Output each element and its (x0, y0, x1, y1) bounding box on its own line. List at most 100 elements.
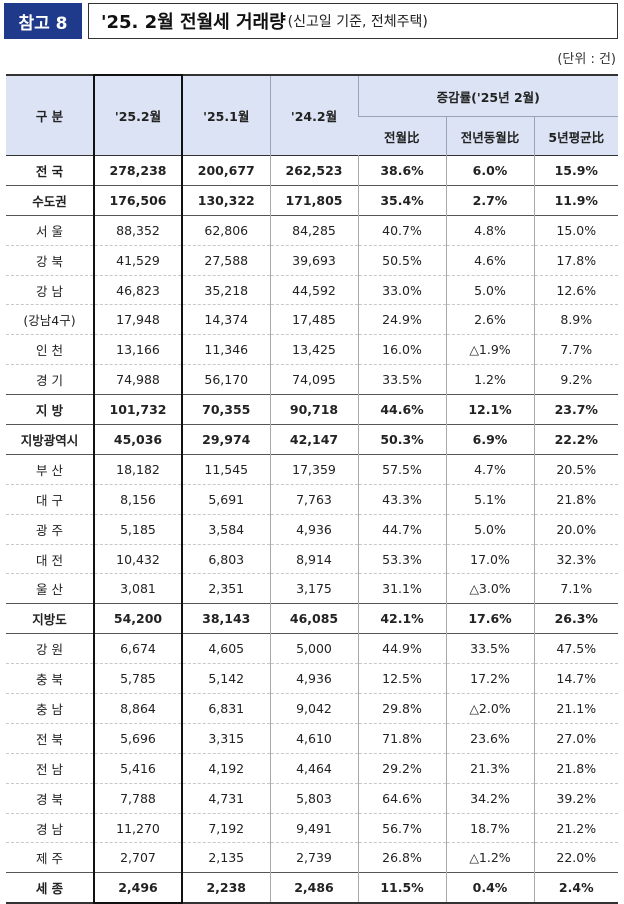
rate-5yr-avg: 27.0% (533, 722, 619, 754)
rate-yoy: 4.7% (445, 453, 534, 485)
rate-yoy: 5.1% (445, 483, 534, 515)
table-row: 전 국 278,238 200,677 262,523 38.6% 6.0% 15.9% (6, 155, 619, 186)
value-2024-feb: 5,803 (269, 782, 358, 814)
table-row: 충 남 8,864 6,831 9,042 29.8% △2.0% 21.1% (6, 693, 619, 724)
value-2025-feb: 10,432 (93, 543, 183, 574)
value-2025-feb: 2,707 (93, 842, 183, 873)
table-row: 광 주 5,185 3,584 4,936 44.7% 5.0% 20.0% (6, 513, 619, 545)
value-2024-feb: 7,763 (269, 483, 358, 515)
value-2025-jan: 14,374 (181, 304, 270, 335)
rate-5yr-avg: 17.8% (533, 244, 619, 276)
table-row: 세 종 2,496 2,238 2,486 11.5% 0.4% 2.4% (6, 872, 619, 904)
table-row: 대 구 8,156 5,691 7,763 43.3% 5.1% 21.8% (6, 483, 619, 515)
value-2025-feb: 8,156 (93, 483, 183, 515)
value-2025-feb: 6,674 (93, 633, 183, 664)
value-2024-feb: 84,285 (269, 214, 358, 246)
title-row: 참고 8 '25. 2월 전월세 거래량 (신고일 기준, 전체주택) (4, 3, 618, 39)
value-2025-jan: 130,322 (181, 184, 270, 216)
value-2024-feb: 4,610 (269, 722, 358, 754)
table-row: 강 원 6,674 4,605 5,000 44.9% 33.5% 47.5% (6, 633, 619, 664)
value-2025-feb: 278,238 (93, 155, 183, 186)
region-cell: 전 국 (6, 155, 94, 186)
rate-yoy: 21.3% (445, 752, 534, 784)
region-cell: 경 기 (6, 364, 94, 395)
rate-5yr-avg: 2.4% (533, 872, 619, 904)
region-cell: 대 전 (6, 543, 94, 574)
value-2024-feb: 46,085 (269, 603, 358, 634)
value-2024-feb: 74,095 (269, 364, 358, 395)
value-2024-feb: 17,359 (269, 453, 358, 485)
region-cell: (강남4구) (6, 304, 94, 335)
region-cell: 지방광역시 (6, 424, 94, 455)
region-cell: 제 주 (6, 842, 94, 873)
table-row: 경 기 74,988 56,170 74,095 33.5% 1.2% 9.2% (6, 364, 619, 395)
region-cell: 부 산 (6, 453, 94, 485)
value-2025-feb: 101,732 (93, 394, 183, 425)
rate-mom: 24.9% (357, 304, 446, 335)
page-subtitle: (신고일 기준, 전체주택) (287, 14, 428, 30)
rate-yoy: 6.9% (445, 424, 534, 455)
value-2025-jan: 38,143 (181, 603, 270, 634)
value-2025-jan: 3,584 (181, 513, 270, 545)
rate-5yr-avg: 26.3% (533, 603, 619, 634)
rate-yoy: 12.1% (445, 394, 534, 425)
region-cell: 수도권 (6, 184, 94, 216)
rental-transactions-table: 구 분 '25.2월 '25.1월 '24.2월 증감률('25년 2월) 전월… (6, 74, 619, 904)
value-2024-feb: 44,592 (269, 274, 358, 305)
rate-yoy: 33.5% (445, 633, 534, 664)
value-2025-jan: 56,170 (181, 364, 270, 395)
region-cell: 경 남 (6, 812, 94, 843)
table-row: 인 천 13,166 11,346 13,425 16.0% △1.9% 7.7% (6, 334, 619, 365)
rate-mom: 64.6% (357, 782, 446, 814)
rate-mom: 26.8% (357, 842, 446, 873)
rate-5yr-avg: 23.7% (533, 394, 619, 425)
value-2025-jan: 29,974 (181, 424, 270, 455)
rate-mom: 12.5% (357, 663, 446, 694)
value-2024-feb: 3,175 (269, 573, 358, 604)
rate-mom: 38.6% (357, 155, 446, 186)
rate-yoy: 6.0% (445, 155, 534, 186)
rate-5yr-avg: 20.0% (533, 513, 619, 545)
rate-yoy: 1.2% (445, 364, 534, 395)
header-yoy: 전년동월比 (445, 116, 534, 156)
rate-yoy: △1.9% (445, 334, 534, 365)
table-row: 전 남 5,416 4,192 4,464 29.2% 21.3% 21.8% (6, 752, 619, 784)
value-2025-jan: 35,218 (181, 274, 270, 305)
rate-yoy: 2.7% (445, 184, 534, 216)
rate-mom: 44.6% (357, 394, 446, 425)
value-2024-feb: 9,491 (269, 812, 358, 843)
value-2025-jan: 3,315 (181, 722, 270, 754)
rate-5yr-avg: 15.9% (533, 155, 619, 186)
value-2025-jan: 5,142 (181, 663, 270, 694)
header-2025-jan: '25.1월 (181, 75, 270, 156)
value-2025-jan: 2,135 (181, 842, 270, 873)
value-2024-feb: 9,042 (269, 693, 358, 724)
value-2025-feb: 88,352 (93, 214, 183, 246)
value-2025-jan: 6,803 (181, 543, 270, 574)
rate-5yr-avg: 7.7% (533, 334, 619, 365)
value-2025-jan: 4,605 (181, 633, 270, 664)
value-2025-jan: 7,192 (181, 812, 270, 843)
rate-5yr-avg: 21.1% (533, 693, 619, 724)
rate-5yr-avg: 7.1% (533, 573, 619, 604)
rate-yoy: △3.0% (445, 573, 534, 604)
table-row: 수도권 176,506 130,322 171,805 35.4% 2.7% 11.9% (6, 184, 619, 216)
table-row: 전 북 5,696 3,315 4,610 71.8% 23.6% 27.0% (6, 722, 619, 754)
table-row: 제 주 2,707 2,135 2,739 26.8% △1.2% 22.0% (6, 842, 619, 873)
value-2025-feb: 41,529 (93, 244, 183, 276)
rate-mom: 16.0% (357, 334, 446, 365)
rate-5yr-avg: 11.9% (533, 184, 619, 216)
title-box: '25. 2월 전월세 거래량 (신고일 기준, 전체주택) (88, 3, 618, 39)
rate-yoy: 4.8% (445, 214, 534, 246)
rate-yoy: △1.2% (445, 842, 534, 873)
value-2025-jan: 70,355 (181, 394, 270, 425)
rate-mom: 11.5% (357, 872, 446, 904)
value-2025-feb: 46,823 (93, 274, 183, 305)
table-row: 대 전 10,432 6,803 8,914 53.3% 17.0% 32.3% (6, 543, 619, 574)
value-2025-jan: 200,677 (181, 155, 270, 186)
rate-5yr-avg: 32.3% (533, 543, 619, 574)
region-cell: 전 북 (6, 722, 94, 754)
rate-5yr-avg: 8.9% (533, 304, 619, 335)
rate-mom: 53.3% (357, 543, 446, 574)
value-2025-jan: 5,691 (181, 483, 270, 515)
